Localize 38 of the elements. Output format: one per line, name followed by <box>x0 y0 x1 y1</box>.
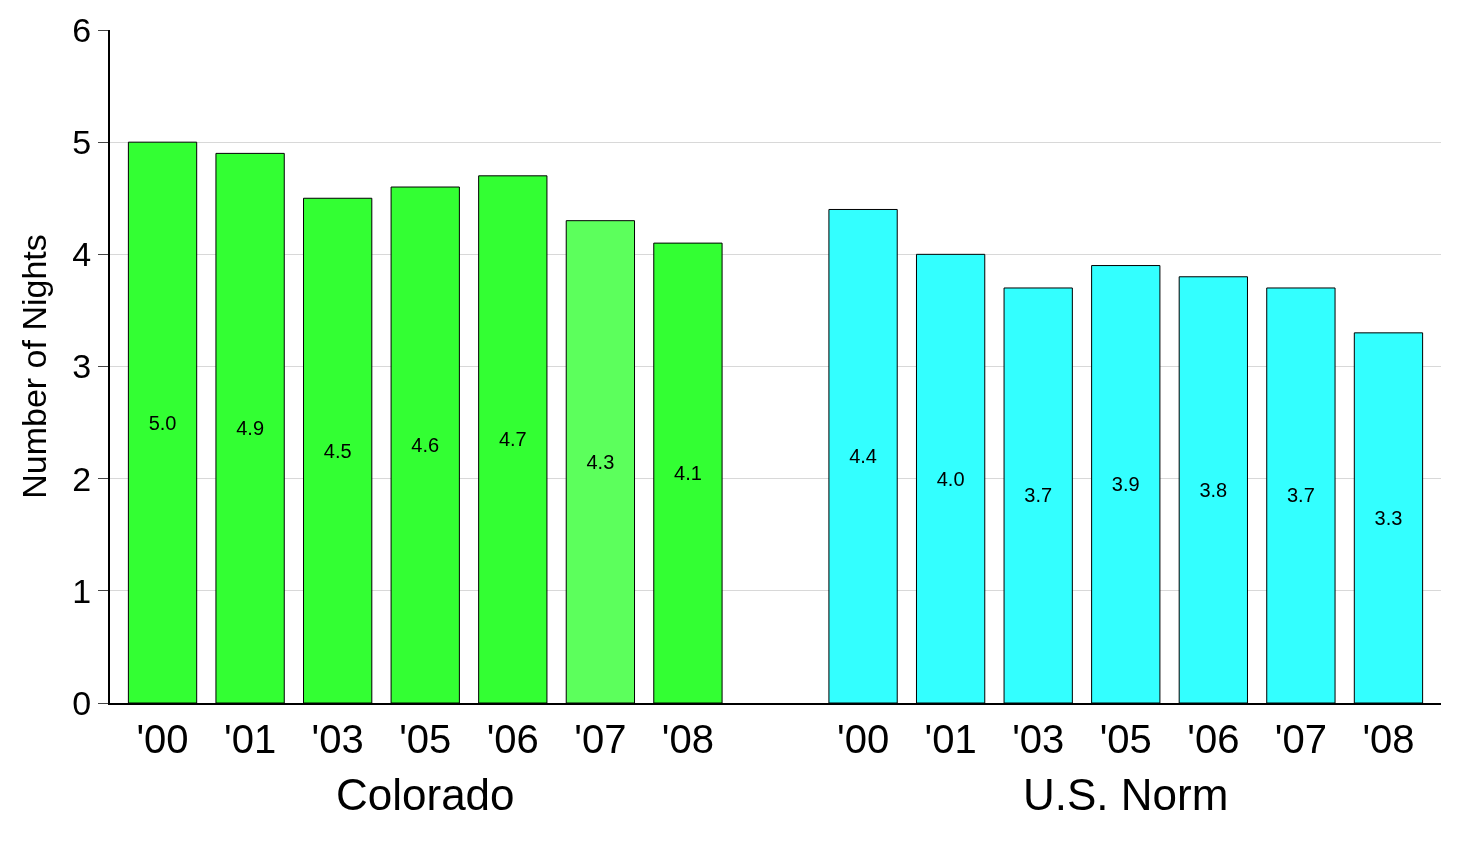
x-tick-label: '07 <box>1274 717 1327 761</box>
x-tick-label: '03 <box>1012 717 1065 761</box>
y-tick-label: 0 <box>72 683 92 722</box>
y-tick-label: 4 <box>72 235 92 274</box>
y-tick-label: 6 <box>72 10 92 49</box>
data-label: 5.0 <box>148 411 177 434</box>
y-tick-label: 5 <box>72 123 92 162</box>
data-label: 3.3 <box>1374 506 1403 529</box>
text: U.S. Norm <box>1023 770 1229 819</box>
data-label: 3.7 <box>1024 484 1053 507</box>
x-tick-label: '08 <box>661 717 714 761</box>
data-label: 3.9 <box>1111 473 1140 496</box>
x-tick-label: '06 <box>1187 717 1240 761</box>
data-label: 4.7 <box>498 428 527 451</box>
x-tick-label: '08 <box>1362 717 1415 761</box>
y-axis-title: Number of Nights <box>15 234 54 499</box>
y-tick-label: 3 <box>72 347 92 386</box>
x-tick-label: '05 <box>1099 717 1152 761</box>
y-tick-label: 2 <box>72 459 92 498</box>
data-label: 4.4 <box>849 445 877 468</box>
x-tick-label: '01 <box>224 717 277 761</box>
x-tick-label: '00 <box>136 717 189 761</box>
x-tick-label: '06 <box>486 717 539 761</box>
data-label: 4.1 <box>674 462 702 485</box>
x-tick-label: '07 <box>574 717 627 761</box>
data-label: 3.8 <box>1199 478 1228 501</box>
x-tick-label: '03 <box>311 717 364 761</box>
data-label: 4.6 <box>411 434 440 457</box>
y-tick-label: 1 <box>72 571 92 610</box>
data-label: 4.9 <box>236 417 265 440</box>
text: Colorado <box>336 770 515 819</box>
data-label: 4.0 <box>936 467 965 490</box>
x-tick-label: '00 <box>837 717 890 761</box>
data-label: 4.3 <box>586 450 615 473</box>
data-label: 3.7 <box>1286 484 1315 507</box>
data-label: 4.5 <box>323 439 352 462</box>
x-tick-label: '01 <box>924 717 977 761</box>
x-tick-label: '05 <box>399 717 452 761</box>
